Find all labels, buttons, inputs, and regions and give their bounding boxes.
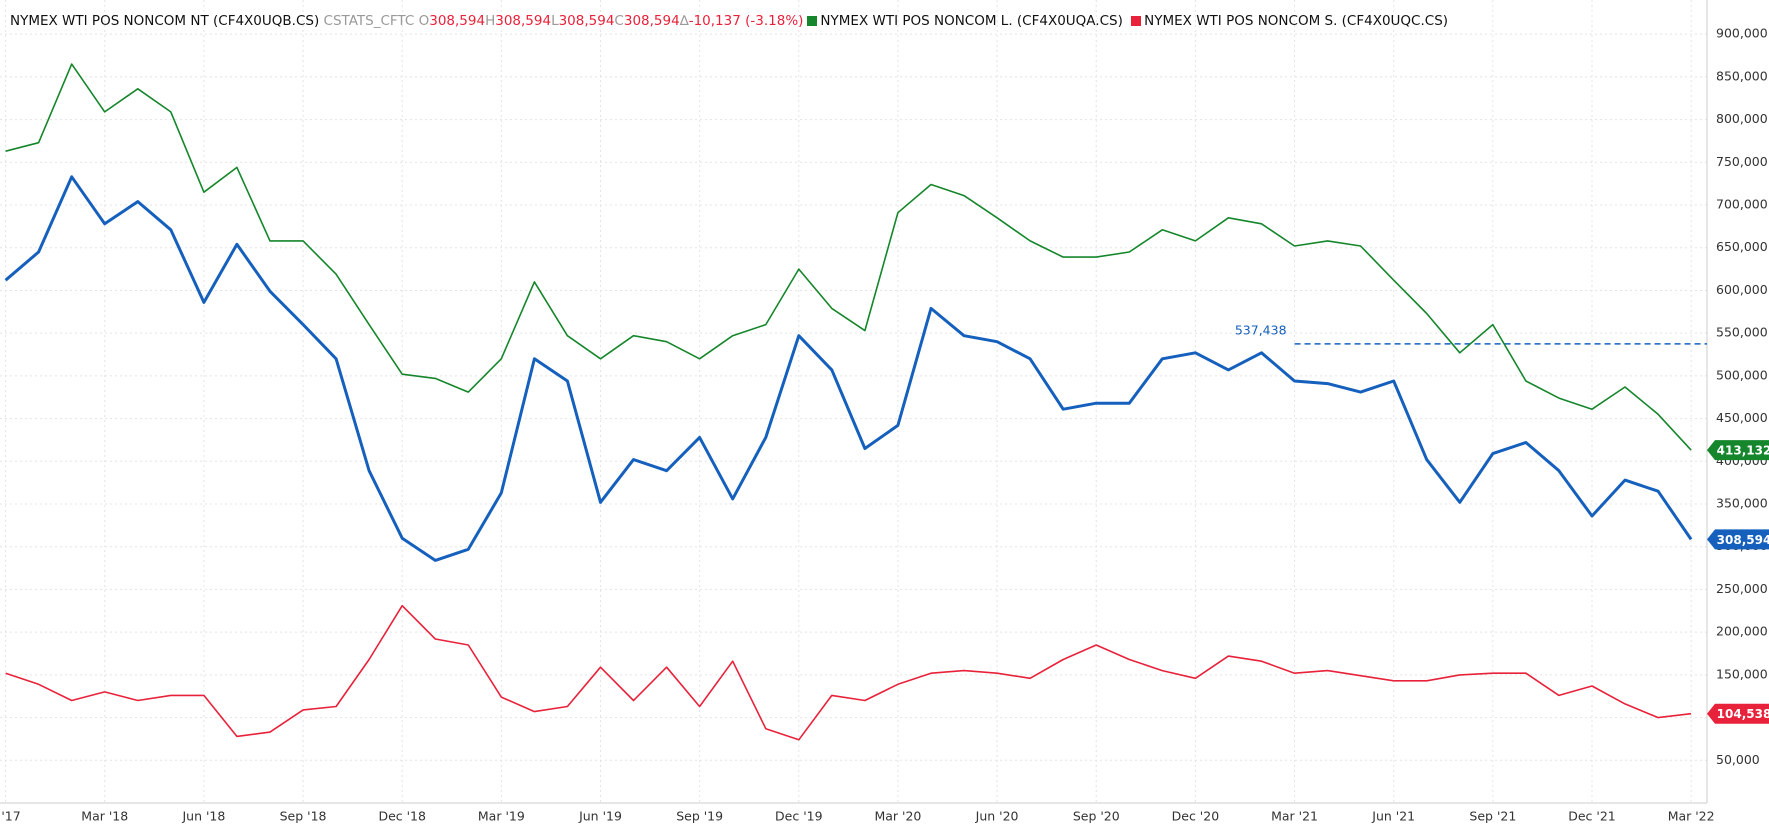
- x-tick-label: Sep '21: [1469, 809, 1516, 824]
- x-tick-label: Sep '18: [280, 809, 327, 824]
- quote-key: ∆: [679, 13, 689, 29]
- y-tick-label: 900,000: [1716, 26, 1768, 41]
- quote-value: 308,594: [623, 13, 680, 29]
- quote-value: 308,594: [429, 13, 486, 29]
- last-value-label: 413,132: [1717, 444, 1769, 458]
- last-value-tag: [1707, 529, 1769, 550]
- y-tick-label: 600,000: [1716, 282, 1768, 297]
- last-value-label: 104,538: [1717, 707, 1769, 721]
- x-tick-label: c '17: [0, 809, 21, 824]
- x-tick-label: Dec '18: [378, 809, 426, 824]
- legend-entry: NYMEX WTI POS NONCOM NT (CF4X0UQB.CS): [10, 13, 320, 29]
- x-tick-label: Sep '19: [676, 809, 723, 824]
- last-value-label: 308,594: [1717, 533, 1769, 547]
- series-line: [4, 175, 1693, 562]
- x-tick-label: Jun '19: [578, 809, 622, 824]
- x-tick-label: Mar '22: [1668, 809, 1715, 824]
- y-tick-label: 350,000: [1716, 496, 1768, 511]
- quote-value: 308,594: [558, 13, 615, 29]
- source: CSTATS_CFTC: [323, 13, 415, 29]
- y-tick-label: 700,000: [1716, 197, 1768, 212]
- legend: NYMEX WTI POS NONCOM NT (CF4X0UQB.CS) CS…: [10, 13, 1448, 29]
- legend-entry: NYMEX WTI POS NONCOM L. (CF4X0UQA.CS): [820, 13, 1123, 29]
- last-value-tag: [1707, 440, 1769, 461]
- y-tick-label: 50,000: [1716, 752, 1760, 767]
- x-tick-label: Mar '21: [1271, 809, 1318, 824]
- x-tick-label: Sep '20: [1073, 809, 1120, 824]
- y-tick-label: 550,000: [1716, 325, 1768, 340]
- x-tick-label: Jun '18: [181, 809, 225, 824]
- quote-key: L: [551, 13, 559, 29]
- y-tick-label: 200,000: [1716, 624, 1768, 639]
- y-tick-label: 450,000: [1716, 410, 1768, 425]
- price-line-label: 537,438: [1235, 322, 1287, 337]
- y-tick-label: 250,000: [1716, 581, 1768, 596]
- x-tick-label: Dec '20: [1172, 809, 1220, 824]
- x-tick-label: Dec '21: [1568, 809, 1616, 824]
- x-tick-label: Jun '20: [975, 809, 1019, 824]
- y-tick-label: 500,000: [1716, 367, 1768, 382]
- legend-swatch: [1131, 16, 1142, 26]
- y-tick-label: 650,000: [1716, 239, 1768, 254]
- x-tick-label: Mar '19: [478, 809, 525, 824]
- series-line: [5, 604, 1692, 741]
- legend-swatch: [807, 16, 818, 26]
- quote-key: O: [418, 13, 430, 29]
- quote-value: 308,594: [495, 13, 552, 29]
- legend-entry: NYMEX WTI POS NONCOM S. (CF4X0UQC.CS): [1144, 13, 1449, 29]
- series-line: [5, 63, 1692, 451]
- x-tick-label: Mar '20: [874, 809, 921, 824]
- x-tick-label: Jun '21: [1371, 809, 1415, 824]
- last-value-tag: [1707, 703, 1769, 724]
- quote-key: C: [614, 13, 624, 29]
- quote-key: H: [485, 13, 496, 29]
- y-tick-label: 850,000: [1716, 68, 1768, 83]
- y-tick-label: 800,000: [1716, 111, 1768, 126]
- y-tick-label: 150,000: [1716, 666, 1768, 681]
- quote-value: -10,137 (-3.18%): [688, 13, 804, 29]
- y-tick-label: 750,000: [1716, 154, 1768, 169]
- x-tick-label: Mar '18: [81, 809, 128, 824]
- x-tick-label: Dec '19: [775, 809, 823, 824]
